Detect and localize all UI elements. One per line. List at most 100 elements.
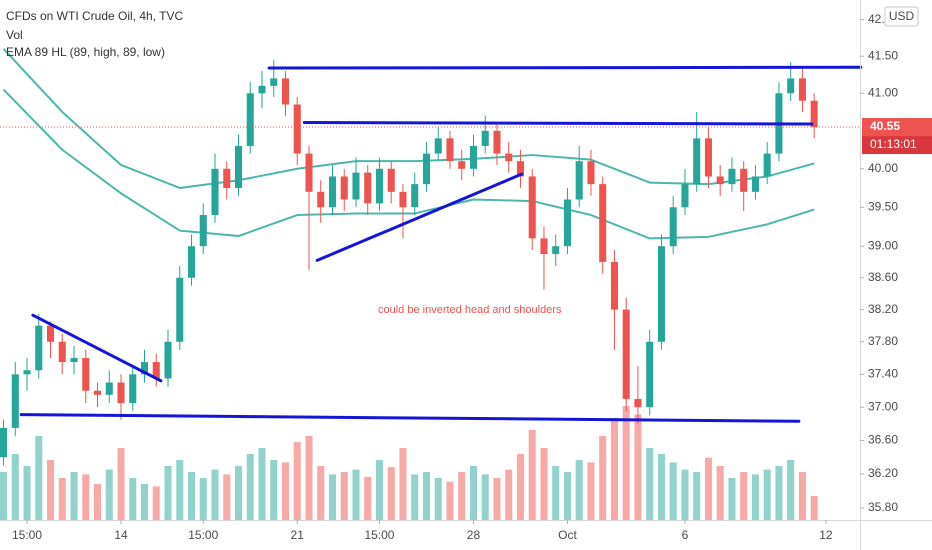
candle-body [787,78,795,94]
y-tick-label: 41.00 [868,85,898,99]
candle-body [117,382,125,404]
volume-bar [552,466,560,520]
volume-bar [58,478,66,520]
trend-line [302,121,814,126]
candle-body [129,374,137,404]
x-tick-label: 15:00 [12,528,42,542]
candle-body [58,341,66,363]
volume-bar [293,442,301,520]
volume-bar [375,460,384,520]
candle-body [763,153,771,177]
y-tick-label: 36.20 [868,466,898,480]
volume-bar [575,460,583,520]
volume-bar [105,469,113,520]
candle-body [798,78,806,101]
y-tick-label: 39.00 [868,238,898,252]
y-tick-label: 37.80 [868,334,898,348]
x-tick-label: 28 [467,528,481,542]
candle-body [493,130,501,154]
indicator-label: EMA 89 HL (89, high, 89, low) [6,45,165,59]
y-tick-label: 39.50 [868,199,898,213]
candle-body [399,191,407,208]
volume-bar [563,472,571,520]
volume-bar [434,478,442,520]
candle-body [70,358,78,363]
volume-bar [340,472,348,520]
candle-body [246,93,254,146]
candle-body [352,172,360,200]
volume-bar [469,466,477,520]
volume-bar [117,448,125,520]
currency-label: USD [889,9,915,23]
candle-body [317,191,325,208]
candle-body [810,100,818,128]
candle-body [751,176,759,192]
candle-body [234,145,243,188]
volume-bar [481,474,489,520]
currency-badge [884,6,919,27]
candle-body [728,168,736,185]
candle-body [422,153,430,185]
volume-bar [387,467,395,520]
candle-body [0,427,8,458]
volume-bar [270,460,278,520]
candle-body [516,161,524,177]
volume-bar [140,484,149,520]
candle-body [11,374,19,428]
volume-bar [11,454,19,520]
volume-bar [70,472,78,520]
candle-body [552,246,560,255]
candle-body [164,341,172,379]
y-tick-label: 36.60 [868,433,898,447]
trend-line [315,172,524,262]
volume-bar [223,474,231,520]
candle-body [622,309,630,399]
trend-line [31,313,163,383]
candle-body [364,172,372,204]
candle-body [187,246,196,278]
volume-bar [751,474,759,520]
candle-body [140,362,149,375]
candle-body [293,104,301,154]
volume-bar [458,472,466,520]
x-tick-label: Oct [558,528,577,542]
ema-line [2,48,815,189]
candle-body [328,176,337,208]
volume-bar [46,460,55,520]
last-price-label: 40.55 [870,119,900,133]
candle-body [469,145,477,169]
volume-bar [634,414,642,520]
candle-body [211,168,219,216]
volume-bar [0,472,8,520]
volume-bar [810,496,818,520]
candle-body [305,153,313,192]
candle-body [446,138,454,162]
candle-body [35,325,43,371]
volume-bar [93,484,102,520]
candle-body [716,176,724,185]
volume-bar [258,448,266,520]
candle-body [587,161,595,185]
candle-body [505,153,513,162]
volume-bar [505,469,513,520]
volume-bar [35,436,43,520]
volume-bar [82,474,90,520]
candle-body [646,341,654,408]
chart-title: CFDs on WTI Crude Oil, 4h, TVC [6,9,183,23]
countdown-box [862,136,932,155]
candle-body [528,176,536,239]
volume-bar [352,469,360,520]
volume-bar [610,418,618,520]
candle-body [23,370,31,375]
candle-body [411,184,419,208]
x-tick-label: 14 [114,528,128,542]
candle-body [669,207,677,247]
volume-bar [646,448,654,520]
volume-bar [152,486,160,520]
x-tick-label: 15:00 [188,528,218,542]
candle-body [340,176,348,200]
volume-bar [187,472,196,520]
trend-line [19,413,801,423]
volume-bar [540,448,548,520]
